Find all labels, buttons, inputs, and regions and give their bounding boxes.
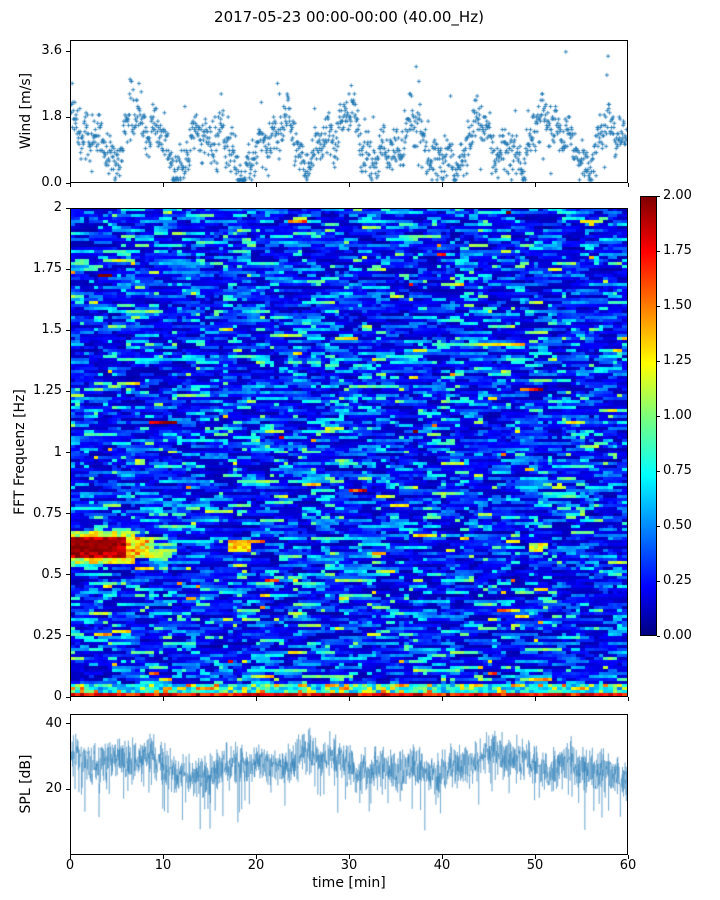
colorbar-tick-label: 0.75 <box>663 463 692 478</box>
colorbar-tick-mark <box>657 360 660 362</box>
fft-ytick-label: 0 <box>53 689 62 704</box>
fft-ytick-label: 0.25 <box>33 627 62 643</box>
colorbar-tick-label: 1.00 <box>663 408 692 423</box>
x-tick-mark <box>162 855 164 859</box>
x-tick-mark <box>534 697 536 701</box>
x-tick-mark <box>348 855 350 859</box>
fft-ytick-label: 0.75 <box>33 505 62 521</box>
fft-y-tick-mark <box>66 268 70 270</box>
x-tick-mark <box>69 697 71 701</box>
fft-ytick-label: 1.75 <box>33 261 62 277</box>
figure-title: 2017-05-23 00:00-00:00 (40.00_Hz) <box>214 8 484 26</box>
colorbar-tick-label: 0.25 <box>663 573 692 588</box>
x-tick-label: 20 <box>247 858 265 873</box>
colorbar <box>640 196 657 636</box>
wind-ytick-label: 1.8 <box>41 109 62 124</box>
fft-y-tick-mark <box>66 329 70 331</box>
colorbar-tick-label: 0.00 <box>663 628 692 643</box>
x-tick-mark <box>255 855 257 859</box>
wind-plot <box>70 40 628 183</box>
fft-y-tick-mark <box>66 390 70 392</box>
colorbar-tick-mark <box>657 195 660 197</box>
x-tick-mark <box>348 183 350 187</box>
spl-y-tick-mark <box>66 788 70 790</box>
wind-y-tick-mark <box>66 116 70 118</box>
wind-ytick-label: 0.0 <box>41 175 62 190</box>
wind-y-tick-mark <box>66 50 70 52</box>
colorbar-tick-mark <box>657 250 660 252</box>
colorbar-tick-label: 2.00 <box>663 188 692 203</box>
x-tick-mark <box>69 855 71 859</box>
x-tick-label: 30 <box>340 858 358 873</box>
spl-y-tick-mark <box>66 723 70 725</box>
colorbar-tick-mark <box>657 525 660 527</box>
colorbar-tick-label: 0.50 <box>663 518 692 533</box>
x-tick-label: 40 <box>433 858 451 873</box>
x-tick-mark <box>162 697 164 701</box>
x-tick-mark <box>441 697 443 701</box>
x-tick-mark <box>627 697 629 701</box>
colorbar-tick-mark <box>657 635 660 637</box>
x-tick-mark <box>627 183 629 187</box>
fft-y-tick-mark <box>66 452 70 453</box>
colorbar-gradient <box>641 197 656 635</box>
x-tick-mark <box>627 855 629 859</box>
spl-line-canvas <box>71 715 627 854</box>
colorbar-tick-mark <box>657 580 660 582</box>
spl-ytick-label: 20 <box>45 781 62 797</box>
fft-ytick-label: 1.5 <box>41 322 62 338</box>
colorbar-tick-label: 1.75 <box>663 243 692 258</box>
fft-y-tick-mark <box>66 207 70 209</box>
fft-ytick-label: 1 <box>53 444 62 460</box>
x-tick-label: 0 <box>65 858 75 873</box>
colorbar-tick-label: 1.25 <box>663 353 692 368</box>
colorbar-tick-label: 1.50 <box>663 298 692 313</box>
fft-ytick-label: 0.5 <box>41 566 62 582</box>
fft-ytick-label: 1.25 <box>33 383 62 399</box>
spectrogram-plot <box>70 208 628 697</box>
fft-y-tick-mark <box>66 635 70 637</box>
x-tick-mark <box>534 855 536 859</box>
fft-y-tick-mark <box>66 513 70 515</box>
x-tick-mark <box>441 183 443 187</box>
x-tick-mark <box>162 183 164 187</box>
colorbar-tick-mark <box>657 470 660 472</box>
x-tick-mark <box>441 855 443 859</box>
spectrogram-canvas <box>71 209 627 696</box>
x-tick-mark <box>69 183 71 187</box>
x-tick-label: 10 <box>154 858 172 873</box>
spl-ytick-label: 40 <box>45 715 62 731</box>
fft-y-tick-mark <box>66 696 70 698</box>
wind-y-tick-mark <box>66 182 70 184</box>
time-xlabel: time [min] <box>312 875 386 891</box>
colorbar-tick-mark <box>657 415 660 417</box>
x-tick-label: 50 <box>526 858 544 873</box>
colorbar-tick-mark <box>657 305 660 307</box>
fft-ytick-label: 2 <box>53 200 62 215</box>
spl-plot <box>70 714 628 855</box>
x-tick-label: 60 <box>619 858 637 873</box>
fft-y-tick-mark <box>66 574 70 576</box>
wind-ytick-label: 3.6 <box>41 43 62 58</box>
wind-scatter-canvas <box>71 41 627 182</box>
x-tick-mark <box>348 697 350 701</box>
x-tick-mark <box>534 183 536 187</box>
x-tick-mark <box>255 697 257 701</box>
x-tick-mark <box>255 183 257 187</box>
